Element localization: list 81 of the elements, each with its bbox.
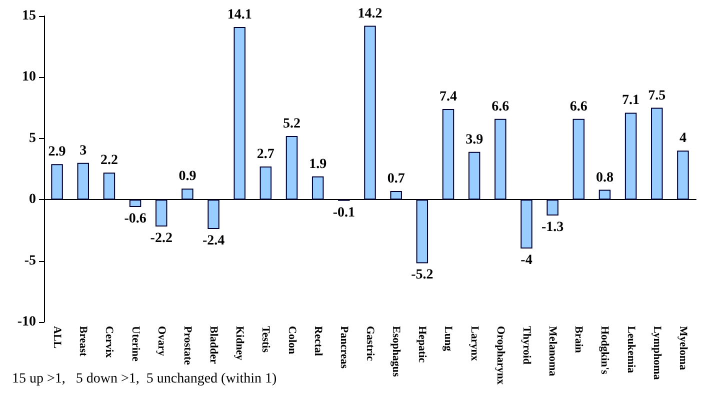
data-label: 0.7	[387, 172, 405, 187]
x-tick-label: Testis	[260, 326, 272, 354]
bar	[260, 166, 272, 200]
bar	[103, 172, 116, 200]
bar	[77, 162, 89, 200]
y-tick-label: -10	[17, 314, 36, 330]
data-label: 3	[80, 143, 87, 158]
x-tick-label: Myeloma	[676, 326, 689, 370]
bar	[312, 176, 324, 200]
x-tick-label: Lymphoma	[650, 326, 663, 380]
x-tick-label: Breast	[77, 326, 90, 357]
data-label: 2.9	[48, 144, 66, 160]
data-label: -0.6	[124, 211, 146, 226]
data-label: 14.1	[227, 8, 252, 23]
bar	[572, 118, 585, 200]
x-tick-label: Ovary	[155, 326, 168, 356]
text: 15 up >1, 5 down >1, 5 unchanged (within 1)	[12, 372, 277, 386]
x-tick-label: Larynx	[468, 326, 480, 362]
x-tick-label: Hepatic	[416, 326, 428, 363]
x-tick-label: Lung	[442, 326, 454, 352]
x-tick-label: Gastric	[364, 326, 376, 361]
y-tick-label: 0	[29, 192, 36, 208]
x-tick-label: Esophagus	[390, 326, 402, 378]
bar	[286, 136, 298, 200]
x-tick-label: Rectal	[312, 326, 324, 356]
bar	[416, 200, 428, 264]
data-label: 0.9	[178, 169, 196, 184]
data-label: 7.1	[622, 93, 640, 108]
x-tick-label: Colon	[286, 326, 298, 354]
bar	[442, 109, 454, 200]
data-label: 14.2	[358, 6, 382, 22]
x-tick-label: Thyroid	[520, 326, 532, 364]
data-label: 6.6	[492, 99, 510, 114]
data-label: -4	[520, 253, 532, 268]
x-tick-label: Brain	[572, 326, 585, 353]
data-label: 7.5	[648, 88, 666, 104]
x-tick-label: Leukemia	[624, 326, 637, 374]
data-label: -1.3	[541, 220, 564, 236]
bar	[546, 200, 558, 216]
bar	[129, 200, 142, 207]
bar	[51, 164, 63, 200]
x-tick-label: Kidney	[234, 326, 246, 361]
bar	[182, 188, 194, 200]
bar	[390, 191, 402, 200]
bar	[651, 108, 663, 200]
data-label: 7.4	[439, 90, 457, 105]
bar	[520, 200, 532, 249]
bar	[624, 112, 637, 200]
bar	[677, 150, 689, 200]
data-label: 4	[679, 131, 686, 146]
x-tick-label: Uterine	[129, 326, 142, 362]
data-label: 3.9	[466, 132, 484, 148]
y-tick-label: 10	[22, 70, 36, 85]
x-tick-label: Pancreas	[338, 326, 350, 370]
bar	[155, 200, 168, 227]
data-label: -0.1	[332, 205, 356, 220]
data-label: 0.8	[596, 170, 614, 186]
x-tick-label: ALL	[51, 326, 64, 349]
x-tick-label: Oropharynx	[494, 326, 506, 385]
data-label: -2.2	[150, 231, 172, 246]
data-label: 2.2	[100, 153, 118, 168]
bar	[364, 26, 376, 200]
data-label: 6.6	[570, 99, 588, 114]
x-tick-label: Hodgkin's	[598, 326, 611, 376]
data-label: 2.7	[256, 147, 274, 162]
y-tick-label: 5	[29, 130, 36, 146]
bar	[598, 190, 611, 200]
x-tick-label: Cervix	[103, 326, 116, 358]
bar	[208, 200, 220, 229]
x-tick-label: Melanoma	[546, 326, 559, 377]
data-label: 5.2	[283, 116, 301, 132]
bar	[494, 118, 506, 200]
x-tick-label: Bladder	[208, 326, 220, 364]
data-label: -2.4	[202, 233, 225, 248]
x-tick-label: Prostate	[181, 326, 194, 366]
bar	[468, 152, 480, 200]
data-label: -5.2	[411, 268, 434, 283]
y-tick-label: 15	[22, 8, 36, 24]
data-label: 1.9	[309, 156, 327, 172]
bar	[234, 27, 246, 200]
y-tick-label: -5	[24, 253, 36, 268]
